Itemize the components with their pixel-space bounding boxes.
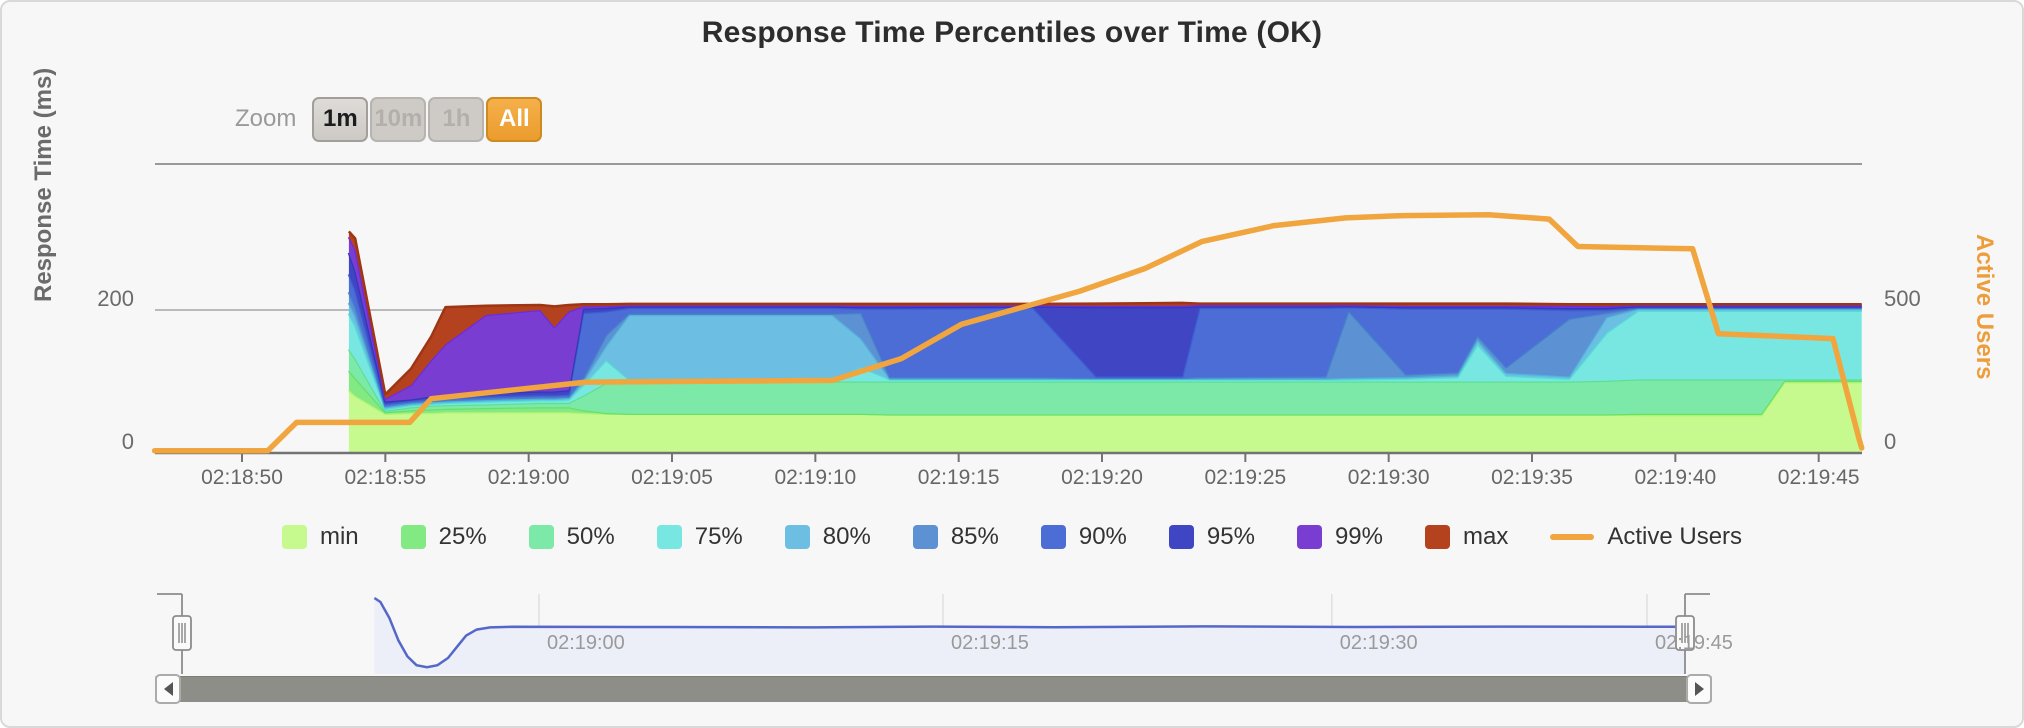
legend-item-95[interactable]: 95%: [1168, 523, 1255, 551]
y-axis-label: 200: [97, 286, 134, 311]
legend-line-swatch: [1550, 534, 1595, 540]
y-axis-label: 0: [1884, 429, 1897, 454]
legend-swatch: [784, 525, 810, 549]
legend-label: 75%: [694, 523, 743, 550]
scrollbar-thumb[interactable]: [179, 676, 1688, 702]
percentile-band-85: [348, 292, 1862, 408]
navigator-area-fill: [374, 598, 1685, 674]
x-axis-label: 02:19:35: [1491, 466, 1573, 489]
zoom-button-all[interactable]: All: [486, 96, 543, 142]
legend-swatch: [281, 525, 307, 549]
scrollbar-left-button[interactable]: [155, 674, 181, 704]
legend-item-min[interactable]: min: [281, 523, 359, 551]
legend-item-75[interactable]: 75%: [656, 523, 743, 551]
legend-label: 90%: [1078, 523, 1127, 550]
active-users-line: [151, 212, 1865, 454]
x-axis-label: 02:19:15: [917, 466, 1000, 489]
legend-label: 50%: [566, 523, 615, 550]
x-axis-label: 02:19:45: [1777, 466, 1860, 489]
legend-swatch: [528, 525, 554, 549]
zoom-button-group: 1m 10m 1h All: [312, 96, 543, 142]
legend-label: 99%: [1334, 523, 1383, 550]
navigator-range[interactable]: [182, 594, 1685, 674]
percentile-band-95: [348, 252, 1862, 404]
x-axis-label: 02:19:10: [774, 466, 857, 489]
legend-item-active-users[interactable]: Active Users: [1550, 523, 1742, 551]
scroll-left-icon: [163, 682, 173, 696]
y-axis-label: 0: [121, 429, 134, 454]
legend-swatch: [1168, 525, 1194, 549]
navigator-series: [373, 596, 1686, 669]
legend: min 25% 50% 75% 80% 85% 90% 95% 99% max Active Use…: [2, 523, 2022, 551]
legend-label: max: [1463, 523, 1509, 550]
legend-label: 80%: [822, 523, 871, 550]
zoom-button-1m[interactable]: 1m: [312, 96, 369, 142]
x-axis-label: 02:19:00: [487, 466, 570, 489]
navigator-tick-label: 02:19:30: [1339, 632, 1418, 654]
legend-label: 25%: [438, 523, 487, 550]
percentile-band-75: [348, 310, 1862, 411]
x-axis-label: 02:18:55: [344, 466, 427, 489]
legend-swatch: [1040, 525, 1066, 549]
x-axis-label: 02:19:20: [1061, 466, 1143, 489]
navigator-tick-label: 02:19:00: [546, 632, 625, 654]
legend-label: 85%: [950, 523, 999, 550]
legend-swatch: [1425, 525, 1450, 549]
zoom-button-10m[interactable]: 10m: [370, 96, 427, 142]
legend-item-90[interactable]: 90%: [1040, 523, 1127, 551]
navigator-tick-label: 02:19:15: [950, 632, 1029, 654]
percentile-band-99: [348, 237, 1862, 402]
legend-item-85[interactable]: 85%: [912, 523, 999, 551]
scrollbar-right-button[interactable]: [1686, 674, 1712, 704]
percentile-band-25: [348, 370, 1862, 416]
legend-item-50[interactable]: 50%: [528, 523, 615, 551]
x-axis-label: 02:19:25: [1204, 466, 1287, 489]
zoom-button-1h[interactable]: 1h: [428, 96, 485, 142]
legend-item-80[interactable]: 80%: [784, 523, 871, 551]
legend-item-max[interactable]: max: [1425, 523, 1508, 551]
legend-swatch: [1296, 525, 1322, 549]
plot-area[interactable]: [155, 164, 1862, 453]
navigator-handle-right[interactable]: [1675, 615, 1695, 651]
percentile-edge-max: [347, 230, 1862, 396]
chart-title: Response Time Percentiles over Time (OK): [701, 16, 1323, 49]
x-axis-label: 02:19:40: [1634, 466, 1717, 489]
navigator-handle-left[interactable]: [172, 615, 192, 651]
legend-item-25[interactable]: 25%: [400, 523, 487, 551]
navigator-tick-label: 02:19:45: [1654, 632, 1733, 654]
x-axis-label: 02:18:50: [201, 466, 283, 489]
legend-label: Active Users: [1607, 523, 1743, 550]
x-axis-label: 02:19:05: [631, 466, 713, 489]
legend-label: 95%: [1206, 523, 1255, 550]
legend-label: min: [319, 523, 359, 550]
legend-swatch: [656, 525, 682, 549]
legend-swatch: [912, 525, 938, 549]
percentile-band-min: [348, 382, 1862, 453]
percentile-band-80: [348, 302, 1862, 409]
zoom-controls: Zoom 1m 10m 1h All: [235, 96, 543, 142]
x-axis-label: 02:19:30: [1347, 466, 1430, 489]
legend-swatch: [400, 525, 426, 549]
scroll-right-icon: [1694, 682, 1704, 696]
y-axis-label: 500: [1884, 286, 1921, 311]
legend-item-99[interactable]: 99%: [1296, 523, 1383, 551]
zoom-label: Zoom: [235, 105, 297, 132]
